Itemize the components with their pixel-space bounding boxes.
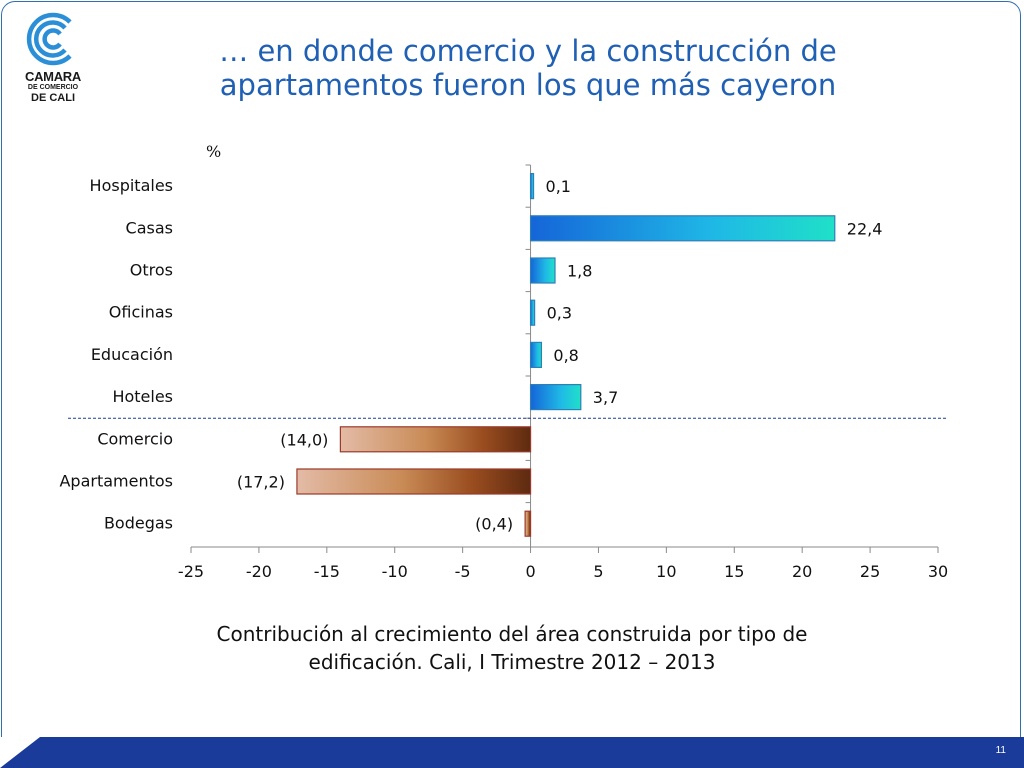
x-tick-label: -10 [382, 562, 408, 581]
x-tick-label: 15 [724, 562, 744, 581]
category-label: Bodegas [104, 514, 173, 533]
data-label: 0,3 [547, 304, 572, 323]
data-label: (0,4) [475, 515, 513, 534]
data-label: 0,8 [553, 346, 578, 365]
category-label: Hospitales [90, 176, 173, 195]
data-label: 22,4 [847, 219, 883, 238]
x-tick-label: -15 [314, 562, 340, 581]
bar [529, 257, 556, 284]
x-tick-label: 0 [525, 562, 535, 581]
category-label: Otros [130, 261, 173, 280]
page-number: 11 [995, 745, 1006, 756]
unit-label: % [206, 142, 221, 161]
bar [296, 468, 532, 495]
category-label: Apartamentos [59, 472, 173, 491]
data-label: 3,7 [593, 388, 618, 407]
category-label: Hoteles [112, 387, 173, 406]
category-label: Casas [126, 218, 173, 237]
chart-caption: Contribución al crecimiento del área con… [120, 620, 904, 676]
x-tick-label: 20 [792, 562, 812, 581]
x-tick-label: 10 [656, 562, 676, 581]
slide-title-line-2: apartamentos fueron los que más cayeron [219, 68, 837, 102]
x-tick-label: 30 [928, 562, 948, 581]
bar [529, 215, 836, 242]
bar-chart: % -25 -20 -15 -10 -5 0 5 10 15 20 25 30 Hospitales 0,… [59, 142, 948, 581]
x-tick-label: 5 [593, 562, 603, 581]
data-label: (17,2) [237, 473, 285, 492]
chart-caption-line-2: edificación. Cali, I Trimestre 2012 – 20… [308, 650, 716, 674]
logo-text-de-cali: DE CALI [31, 92, 75, 104]
bar [524, 510, 532, 537]
bar [339, 426, 532, 453]
logo-rings-icon [26, 12, 72, 66]
footer-bar [0, 737, 1024, 768]
camara-de-comercio-logo: CAMARA DE COMERCIO DE CALI [18, 12, 88, 108]
data-label: (14,0) [280, 430, 328, 449]
category-label: Educación [91, 345, 173, 364]
x-tick-label: -25 [178, 562, 204, 581]
x-tick-label: -5 [455, 562, 471, 581]
chart-caption-line-1: Contribución al crecimiento del área con… [216, 622, 808, 646]
slide-title: … en donde comercio y la construcción de… [100, 34, 956, 102]
x-tick-label: -20 [246, 562, 272, 581]
footer-corner [0, 737, 40, 768]
bar [529, 341, 543, 368]
bar [529, 384, 582, 411]
slide-title-line-1: … en donde comercio y la construcción de [219, 34, 837, 68]
logo-text-camara: CAMARA [25, 69, 81, 84]
data-label: 1,8 [567, 262, 592, 281]
logo-text-de-comercio: DE COMERCIO [27, 84, 79, 91]
chart-layer: -25 -20 -15 -10 -5 0 5 10 15 20 25 30 Hospitales 0,1 C… [59, 164, 948, 581]
category-label: Oficinas [109, 303, 173, 322]
x-tick-label: 25 [860, 562, 880, 581]
bar [529, 173, 535, 200]
category-label: Comercio [97, 429, 173, 448]
data-label: 0,1 [546, 177, 571, 196]
bar [529, 299, 536, 326]
